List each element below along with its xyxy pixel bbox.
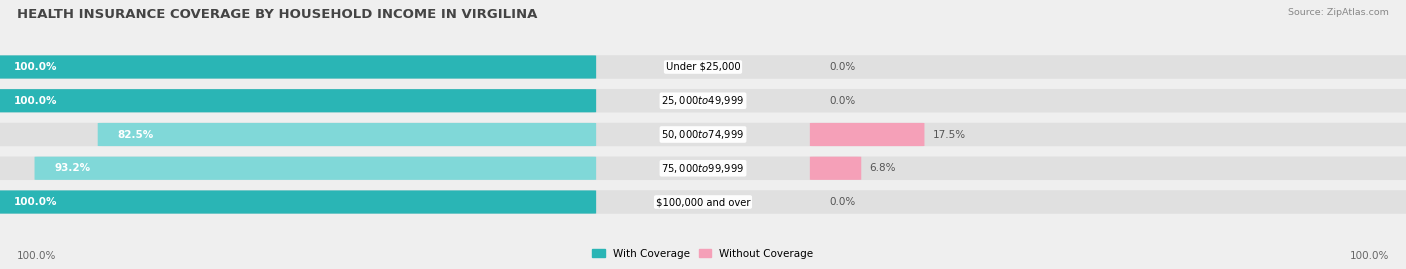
Text: 0.0%: 0.0% [830, 62, 856, 72]
Text: 6.8%: 6.8% [870, 163, 896, 173]
FancyBboxPatch shape [0, 190, 1406, 214]
FancyBboxPatch shape [0, 190, 596, 214]
FancyBboxPatch shape [810, 157, 862, 180]
FancyBboxPatch shape [0, 55, 1406, 79]
Text: 0.0%: 0.0% [830, 197, 856, 207]
Legend: With Coverage, Without Coverage: With Coverage, Without Coverage [591, 247, 815, 261]
Text: $50,000 to $74,999: $50,000 to $74,999 [661, 128, 745, 141]
Text: 17.5%: 17.5% [934, 129, 966, 140]
FancyBboxPatch shape [0, 89, 1406, 112]
Text: Source: ZipAtlas.com: Source: ZipAtlas.com [1288, 8, 1389, 17]
FancyBboxPatch shape [98, 123, 596, 146]
FancyBboxPatch shape [0, 123, 1406, 146]
Text: HEALTH INSURANCE COVERAGE BY HOUSEHOLD INCOME IN VIRGILINA: HEALTH INSURANCE COVERAGE BY HOUSEHOLD I… [17, 8, 537, 21]
Text: 93.2%: 93.2% [55, 163, 90, 173]
Text: 100.0%: 100.0% [14, 62, 58, 72]
Text: Under $25,000: Under $25,000 [665, 62, 741, 72]
FancyBboxPatch shape [0, 55, 596, 79]
Text: 100.0%: 100.0% [1350, 251, 1389, 261]
FancyBboxPatch shape [0, 89, 596, 112]
Text: 100.0%: 100.0% [17, 251, 56, 261]
FancyBboxPatch shape [35, 157, 596, 180]
Text: 82.5%: 82.5% [118, 129, 153, 140]
Text: 100.0%: 100.0% [14, 197, 58, 207]
Text: $100,000 and over: $100,000 and over [655, 197, 751, 207]
Text: 100.0%: 100.0% [14, 96, 58, 106]
FancyBboxPatch shape [0, 157, 1406, 180]
Text: $75,000 to $99,999: $75,000 to $99,999 [661, 162, 745, 175]
Text: $25,000 to $49,999: $25,000 to $49,999 [661, 94, 745, 107]
FancyBboxPatch shape [810, 123, 925, 146]
Text: 0.0%: 0.0% [830, 96, 856, 106]
